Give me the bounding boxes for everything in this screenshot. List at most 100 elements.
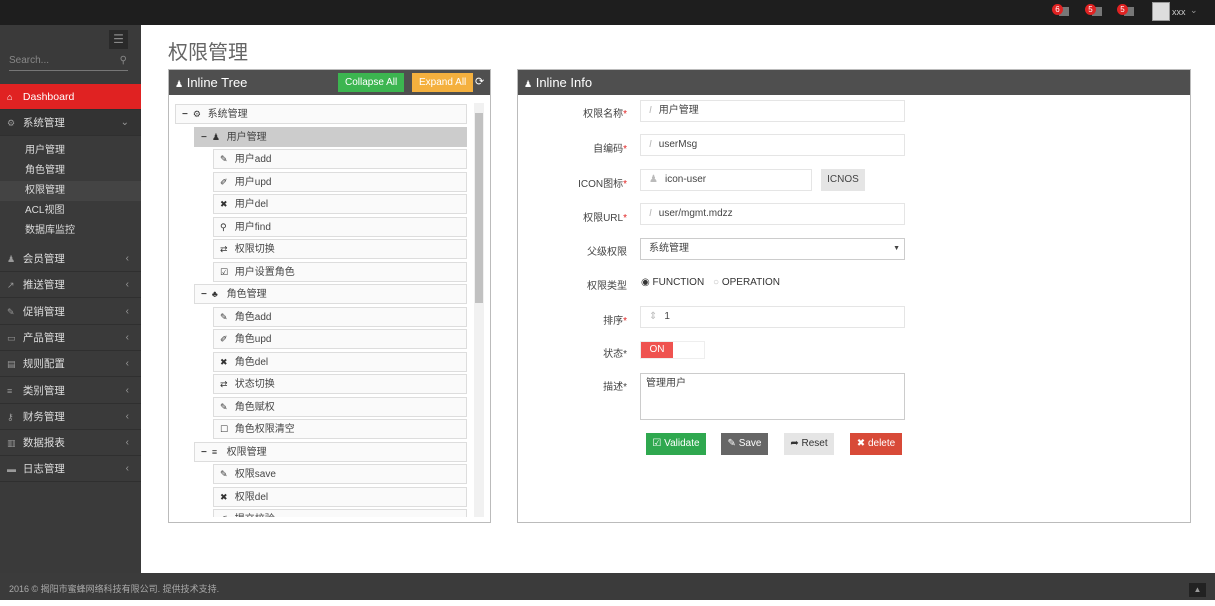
tree-node-label: 用户设置角色 (234, 266, 295, 278)
tree-node[interactable]: ✎ 用户add (213, 149, 467, 169)
tree-node[interactable]: − ≡ 权限管理 (194, 441, 467, 462)
times-icon: ✖ (220, 356, 228, 367)
panel-title: Inline Tree (186, 75, 248, 90)
search-icon[interactable]: ⚲ (119, 55, 127, 66)
check-icon: ☑ (652, 438, 662, 449)
radio-function[interactable]: ◉ FUNCTION (641, 277, 705, 288)
tree-node[interactable]: ✎ 权限save (213, 464, 467, 484)
menu-toggle-icon[interactable]: ☰ (109, 30, 128, 49)
sidebar-item[interactable]: ♟ 会员管理 ‹ (0, 246, 141, 272)
validate-button[interactable]: ☑ Validate (646, 433, 706, 455)
collapse-icon[interactable]: − (201, 131, 207, 143)
sidebar-item[interactable]: ⚷ 财务管理 ‹ (0, 404, 141, 430)
home-icon: ⌂ (7, 92, 13, 102)
sidebar-item-label: 财务管理 (22, 410, 65, 423)
code-label: 自编码* (593, 144, 627, 155)
scroll-to-top-icon[interactable]: ▲ (1189, 583, 1206, 597)
search-icon: ⚲ (220, 221, 227, 232)
tree-node-label: 用户管理 (226, 131, 267, 143)
collapse-icon[interactable]: − (201, 446, 207, 458)
sidebar-sub-db[interactable]: 数据库监控 (25, 225, 75, 236)
chevron-down-icon[interactable]: ⌄ (1190, 5, 1198, 15)
sidebar-item[interactable]: ✎ 促销管理 ‹ (0, 299, 141, 325)
avatar[interactable] (1152, 2, 1170, 21)
edit-icon: ✐ (220, 510, 232, 517)
sidebar: ☰ Search... ⚲ ⌂ Dashboard ⚙ 系统管理 ⌄ 用户管理 角色… (0, 25, 141, 573)
sidebar-item[interactable]: ▤ 规则配置 ‹ (0, 351, 141, 378)
refresh-icon[interactable]: ⟳ (475, 76, 485, 88)
notification-inbox[interactable]: 5 (1085, 4, 1103, 18)
notification-bell[interactable]: 6 (1052, 4, 1070, 18)
sidebar-item[interactable]: ↗ 推送管理 ‹ (0, 272, 141, 299)
sidebar-item[interactable]: ▭ 产品管理 ‹ (0, 325, 141, 351)
text-cursor-icon: I (649, 208, 652, 219)
radio-operation[interactable]: ○ OPERATION (713, 277, 780, 288)
icon-input[interactable]: ♟ icon-user (640, 169, 812, 191)
save-button[interactable]: ✎ Save (721, 433, 768, 455)
caret-down-icon: ▼ (893, 245, 900, 252)
footer: 2016 © 揭阳市蜜蜂网络科技有限公司. 提供技术支持. ▲ (0, 573, 1215, 600)
retweet-icon: ⇄ (220, 379, 228, 389)
tree-node[interactable]: − ♟ 用户管理 (194, 126, 467, 147)
sidebar-item[interactable]: ▬ 日志管理 ‹ (0, 456, 141, 483)
sidebar-item-label: 促销管理 (22, 305, 65, 318)
search-input[interactable]: Search... ⚲ (9, 55, 128, 71)
bar-chart-icon: ▥ (7, 438, 16, 449)
notification-tasks[interactable]: 5 (1117, 4, 1135, 18)
icons-button[interactable]: ICNOS (821, 169, 865, 191)
times-icon: ✖ (220, 491, 228, 502)
tree-node[interactable]: ☑ 用户设置角色 (213, 261, 467, 282)
pencil-icon: ✎ (220, 469, 228, 479)
pencil-icon: ✎ (7, 306, 15, 317)
reset-button[interactable]: ➦ Reset (784, 433, 834, 455)
tree-node[interactable]: ✖ 权限del (213, 486, 467, 507)
sidebar-sub-acl[interactable]: ACL视图 (25, 205, 65, 216)
retweet-icon: ⇄ (220, 244, 228, 254)
tree-node[interactable]: ⇄ 权限切换 (213, 239, 467, 259)
scroll-thumb[interactable] (475, 113, 483, 303)
tree-node[interactable]: ✎ 角色赋权 (213, 396, 467, 417)
sidebar-sub-user[interactable]: 用户管理 (25, 145, 65, 156)
sidebar-item-system[interactable]: ⚙ 系统管理 ⌄ (0, 110, 141, 136)
order-spinner[interactable]: ⇕ 1 (640, 306, 905, 328)
name-input[interactable]: I 用户管理 (640, 100, 905, 122)
tree-node[interactable]: ✖ 角色del (213, 351, 467, 372)
sidebar-item[interactable]: ≡ 类别管理 ‹ (0, 378, 141, 404)
expand-all-button[interactable]: Expand All (412, 73, 474, 92)
sitemap-icon: ♟ (524, 79, 533, 89)
sidebar-item-label: 系统管理 (22, 117, 65, 129)
pencil-icon: ✎ (220, 154, 228, 164)
list-alt-icon: ▤ (7, 359, 16, 370)
delete-button[interactable]: ✖ delete (850, 433, 902, 455)
tree-node[interactable]: ⇄ 状态切换 (213, 374, 467, 394)
sidebar-item-label: 推送管理 (22, 279, 65, 292)
tree-node[interactable]: ✐ 用户upd (213, 171, 467, 192)
user-name[interactable]: xxx (1172, 7, 1186, 17)
tree-node[interactable]: ✐ 角色upd (213, 329, 467, 349)
parent-select[interactable]: 系统管理 ▼ (640, 238, 905, 260)
user-icon: ♟ (649, 174, 658, 185)
tree-node[interactable]: ✎ 角色add (213, 306, 467, 327)
top-bar: 6 5 5 xxx ⌄ (0, 0, 1215, 25)
collapse-icon[interactable]: − (201, 289, 207, 300)
tree-node[interactable]: ⚲ 用户find (213, 216, 467, 237)
tree-node[interactable]: ✖ 用户del (213, 194, 467, 214)
status-toggle[interactable]: ON (640, 341, 705, 359)
sidebar-sub-permission[interactable]: 权限管理 (0, 181, 141, 201)
desc-textarea[interactable]: 管理用户 (640, 373, 905, 420)
tree-node[interactable]: ☐ 角色权限清空 (213, 419, 467, 439)
tree-scrollbar[interactable] (474, 103, 484, 517)
pencil-icon: ✎ (220, 401, 228, 412)
sidebar-sub-role[interactable]: 角色管理 (25, 165, 65, 176)
chevron-left-icon: ‹ (125, 331, 129, 343)
sidebar-item-dashboard[interactable]: ⌂ Dashboard (0, 84, 141, 110)
tree-node[interactable]: − ⚙ 系统管理 (175, 104, 467, 124)
collapse-icon[interactable]: − (182, 109, 188, 120)
collapse-all-button[interactable]: Collapse All (338, 73, 405, 92)
tree-node[interactable]: ✐ 提交校验 (213, 509, 467, 517)
calendar-icon (1124, 7, 1134, 16)
tree-node[interactable]: − ♣ 角色管理 (194, 284, 467, 304)
sidebar-item[interactable]: ▥ 数据报表 ‹ (0, 430, 141, 457)
